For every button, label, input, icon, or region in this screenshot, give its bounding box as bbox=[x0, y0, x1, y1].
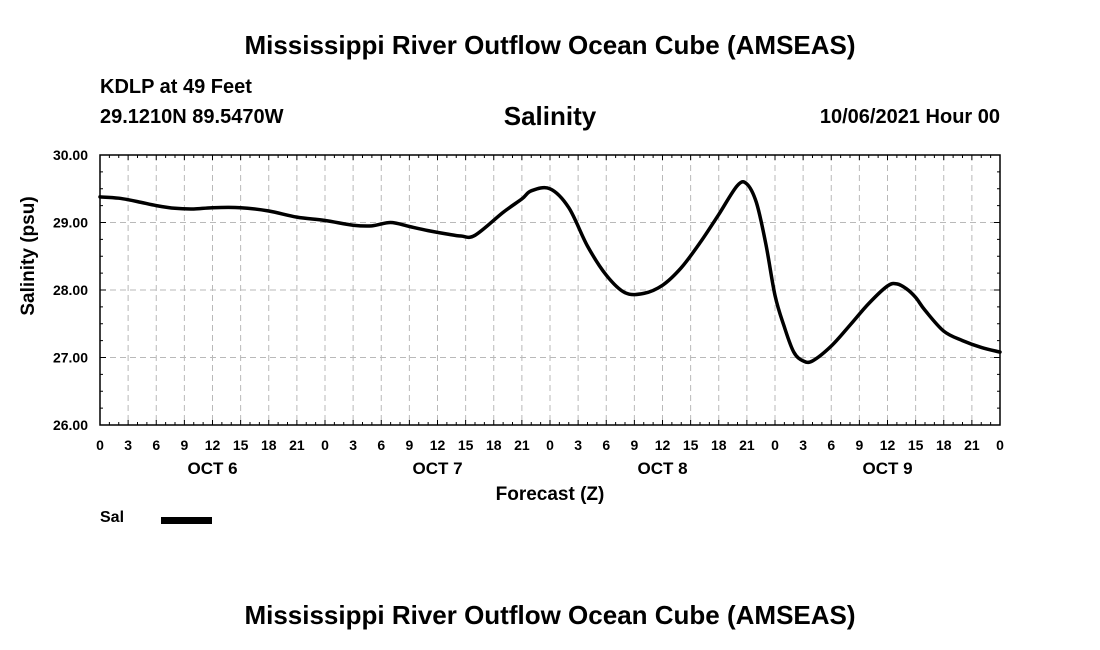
x-tick-label: 18 bbox=[486, 437, 502, 453]
series-layer bbox=[98, 180, 1002, 365]
chart-title: Salinity bbox=[503, 101, 597, 131]
x-tick-label: 6 bbox=[377, 437, 385, 453]
x-tick-label: 6 bbox=[152, 437, 160, 453]
x-tick-label: 21 bbox=[964, 437, 980, 453]
x-tick-label: 18 bbox=[261, 437, 277, 453]
day-label: OCT 8 bbox=[637, 459, 687, 478]
legend-label: Sal bbox=[100, 509, 125, 526]
y-axis-title: Salinity (psu) bbox=[18, 196, 39, 315]
forecast-datetime: 10/06/2021 Hour 00 bbox=[819, 106, 1000, 128]
x-axis: 0 3 6 9 12 15 18 21 0 3 6 9 12 15 18 21 0 3 6 9 12 15 18 21 0 3 6 9… bbox=[96, 155, 1004, 478]
x-tick-label: 21 bbox=[289, 437, 305, 453]
x-tick-label: 6 bbox=[602, 437, 610, 453]
x-tick-label: 12 bbox=[205, 437, 221, 453]
day-label: OCT 7 bbox=[412, 459, 462, 478]
x-tick-label: 21 bbox=[514, 437, 530, 453]
x-tick-label: 15 bbox=[908, 437, 924, 453]
x-tick-label: 3 bbox=[124, 437, 132, 453]
x-tick-label: 9 bbox=[180, 437, 188, 453]
x-tick-label: 0 bbox=[546, 437, 554, 453]
y-tick-label: 27.00 bbox=[53, 350, 88, 366]
x-tick-label: 9 bbox=[405, 437, 413, 453]
x-tick-label: 0 bbox=[96, 437, 104, 453]
legend-swatch bbox=[161, 517, 212, 524]
y-tick-label: 29.00 bbox=[53, 215, 88, 231]
day-label: OCT 6 bbox=[187, 459, 237, 478]
x-tick-label: 15 bbox=[233, 437, 249, 453]
x-tick-label: 15 bbox=[458, 437, 474, 453]
report-title-footer: Mississippi River Outflow Ocean Cube (AM… bbox=[244, 600, 856, 630]
station-label: KDLP at 49 Feet bbox=[100, 76, 252, 98]
x-axis-title: Forecast (Z) bbox=[496, 484, 605, 505]
x-tick-label: 9 bbox=[630, 437, 638, 453]
x-tick-label: 0 bbox=[321, 437, 329, 453]
y-tick-label: 28.00 bbox=[53, 282, 88, 298]
x-tick-label: 3 bbox=[799, 437, 807, 453]
y-axis: 26.00 27.00 28.00 29.00 30.00 bbox=[53, 147, 1000, 433]
x-tick-label: 6 bbox=[827, 437, 835, 453]
report-title: Mississippi River Outflow Ocean Cube (AM… bbox=[244, 30, 856, 60]
x-tick-label: 18 bbox=[711, 437, 727, 453]
grid-lines bbox=[100, 155, 1000, 425]
x-tick-label: 21 bbox=[739, 437, 755, 453]
x-tick-label: 3 bbox=[349, 437, 357, 453]
x-tick-label: 0 bbox=[771, 437, 779, 453]
x-tick-label: 12 bbox=[655, 437, 671, 453]
series-line-salinity bbox=[98, 180, 1002, 365]
x-tick-label: 15 bbox=[683, 437, 699, 453]
x-tick-label: 3 bbox=[574, 437, 582, 453]
coordinates-label: 29.1210N 89.5470W bbox=[100, 106, 284, 128]
day-label: OCT 9 bbox=[862, 459, 912, 478]
x-tick-label: 9 bbox=[855, 437, 863, 453]
x-tick-label: 0 bbox=[996, 437, 1004, 453]
x-tick-label: 18 bbox=[936, 437, 952, 453]
y-tick-label: 30.00 bbox=[53, 147, 88, 163]
y-tick-label: 26.00 bbox=[53, 417, 88, 433]
x-tick-label: 12 bbox=[880, 437, 896, 453]
x-tick-label: 12 bbox=[430, 437, 446, 453]
